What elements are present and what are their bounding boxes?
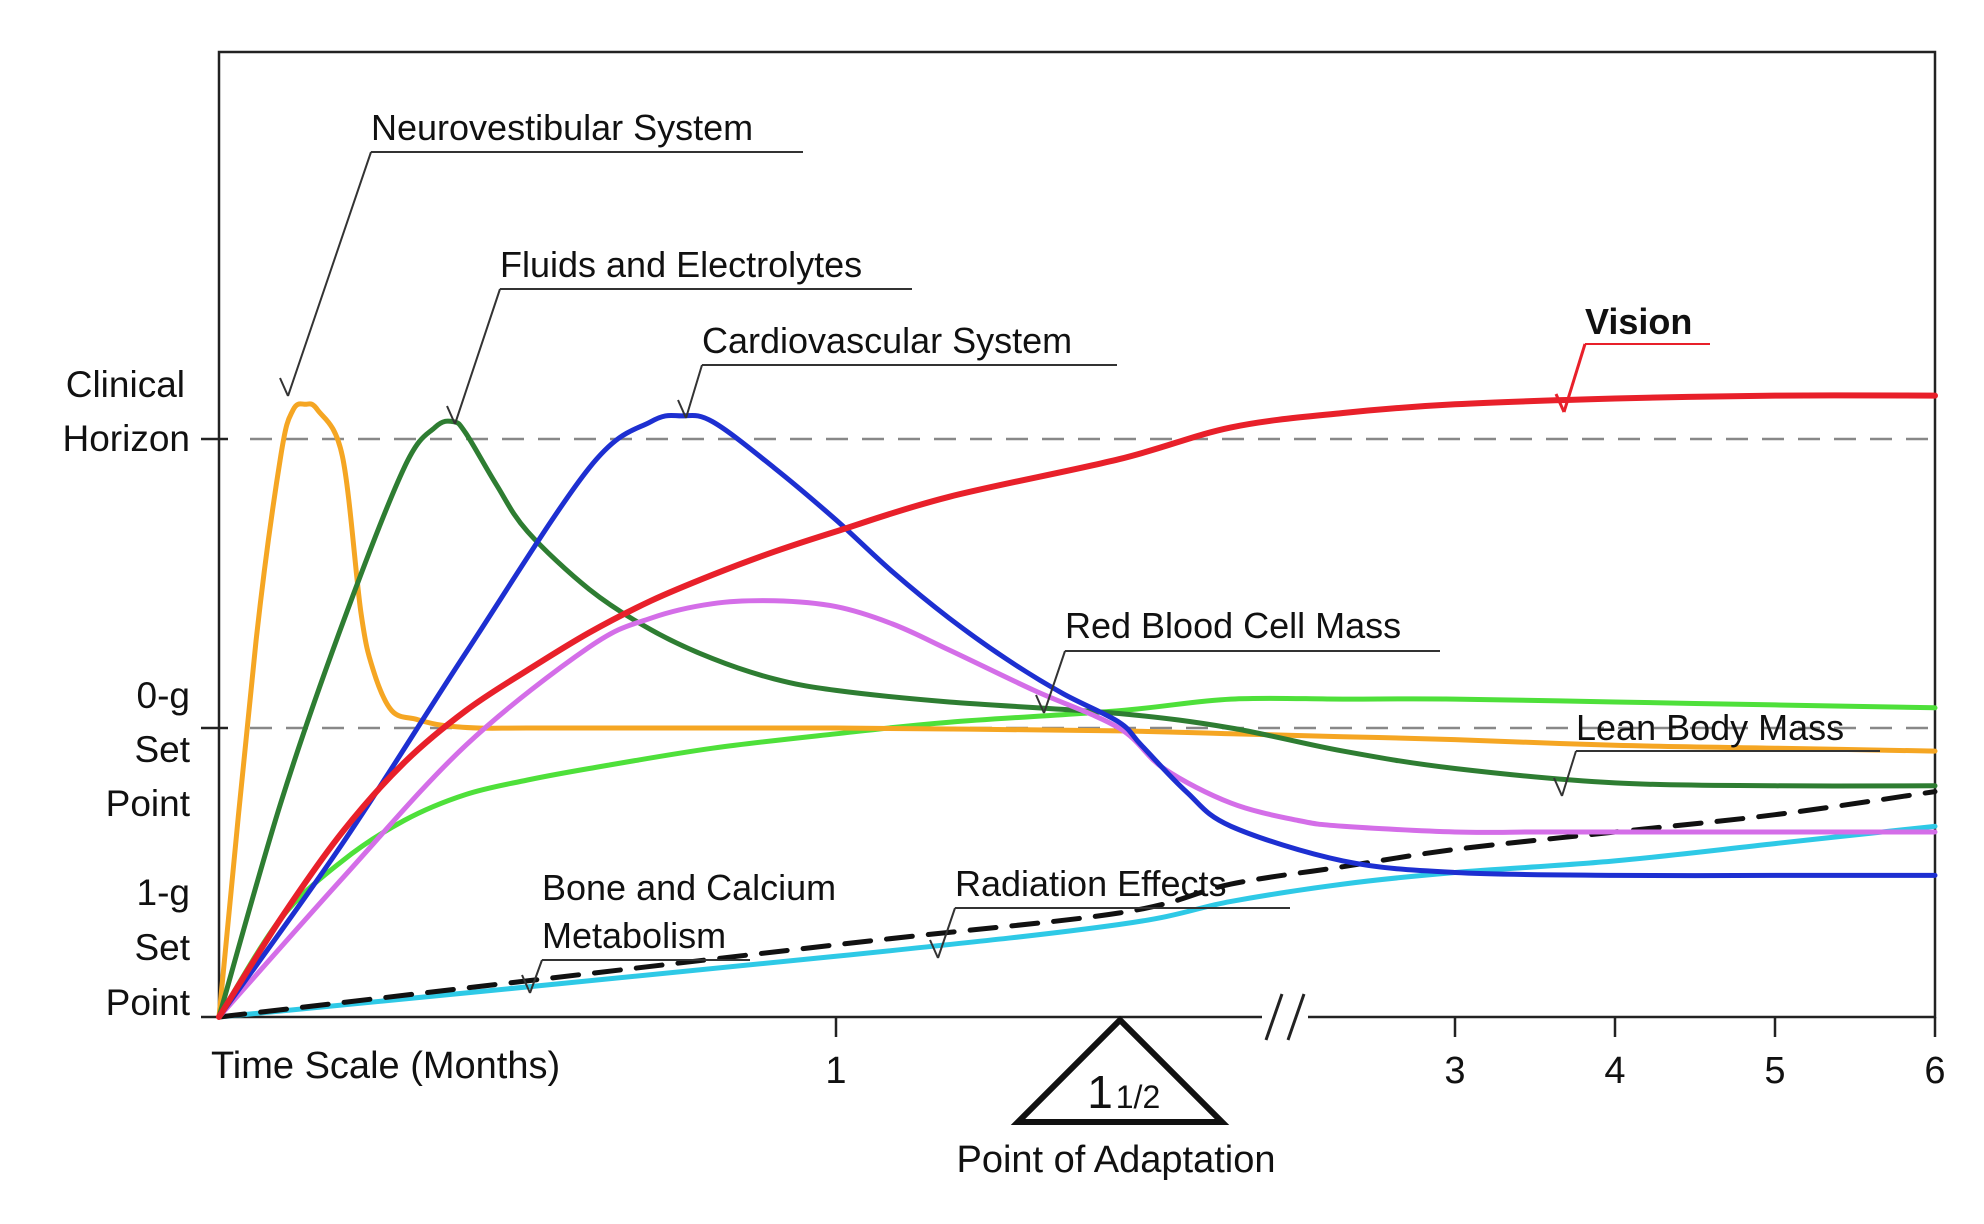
- y-label-zerog-2: Set: [134, 729, 190, 770]
- series-fluids: [216, 418, 1938, 1020]
- x-tick-label: 1: [825, 1050, 846, 1092]
- series-vision: [216, 392, 1938, 1020]
- adaptation-marker: 1 1/2 Point of Adaptation: [956, 1015, 1276, 1181]
- annotation-leaders: [279, 151, 1880, 994]
- x-tick-label: 5: [1764, 1050, 1785, 1092]
- y-label-zerog-3: Point: [106, 783, 191, 824]
- series-neurovestibular: [216, 401, 1938, 1020]
- x-tick-label: 4: [1604, 1050, 1625, 1092]
- annotation-bone-line-1: Bone and Calcium: [542, 867, 836, 908]
- series-lean-body-mass: [216, 695, 1938, 1020]
- series-cardiovascular: [216, 412, 1938, 1020]
- annotation-leader-tip: [446, 405, 456, 425]
- annotation-fluids: Fluids and Electrolytes: [500, 244, 862, 285]
- annotation-leader-tip: [929, 939, 939, 959]
- annotation-bone-line-2: Metabolism: [542, 915, 726, 956]
- annotation-leader-tip: [279, 377, 289, 397]
- x-tick-label: 6: [1924, 1050, 1945, 1092]
- annotation-leader: [1043, 650, 1066, 714]
- y-label-oneg-2: Set: [134, 927, 190, 968]
- annotation-cardiovascular: Cardiovascular System: [702, 320, 1072, 361]
- x-ticks: 1 3 4 5 6: [825, 1017, 1946, 1092]
- y-label-clinical-2: Horizon: [63, 418, 191, 459]
- series-bone-calcium: [216, 823, 1938, 1020]
- annotation-leader-tip: [1554, 393, 1566, 413]
- x-tick-label: 3: [1444, 1050, 1465, 1092]
- series-red-blood-cell: [216, 598, 1938, 1020]
- adaptation-triangle: [1010, 1015, 1230, 1125]
- annotation-radiation: Radiation Effects: [955, 863, 1227, 904]
- y-label-clinical-1: Clinical: [66, 364, 185, 405]
- axis-break-marker: [1262, 993, 1308, 1041]
- annotation-leader-tip: [521, 974, 531, 994]
- annotation-leader: [529, 959, 543, 994]
- annotation-neurovestibular: Neurovestibular System: [371, 107, 753, 148]
- annotation-leader-tip: [1035, 694, 1045, 714]
- adaptation-label: Point of Adaptation: [956, 1139, 1275, 1181]
- annotation-leader: [1562, 343, 1587, 413]
- annotation-red-blood-cell: Red Blood Cell Mass: [1065, 605, 1401, 646]
- y-label-zerog-1: 0-g: [137, 675, 190, 716]
- x-axis-label: Time Scale (Months): [211, 1045, 560, 1087]
- annotation-leader: [454, 288, 501, 425]
- y-label-oneg-3: Point: [106, 982, 191, 1023]
- annotation-vision: Vision: [1585, 301, 1692, 342]
- y-label-oneg-1: 1-g: [137, 872, 190, 913]
- annotation-leader: [287, 151, 372, 397]
- series-radiation: [216, 789, 1938, 1020]
- annotation-leader-tip: [1553, 777, 1563, 797]
- annotation-lean-body-mass: Lean Body Mass: [1576, 707, 1844, 748]
- annotation-leader-tip: [677, 399, 687, 419]
- plot-frame: [217, 50, 1937, 1019]
- annotation-leader: [937, 907, 956, 959]
- adaptation-whole: 1: [1087, 1066, 1113, 1118]
- adaptation-fraction: 1/2: [1116, 1079, 1160, 1115]
- annotation-leader: [1561, 750, 1577, 797]
- series-layer: [216, 392, 1938, 1020]
- annotation-leader: [685, 364, 703, 419]
